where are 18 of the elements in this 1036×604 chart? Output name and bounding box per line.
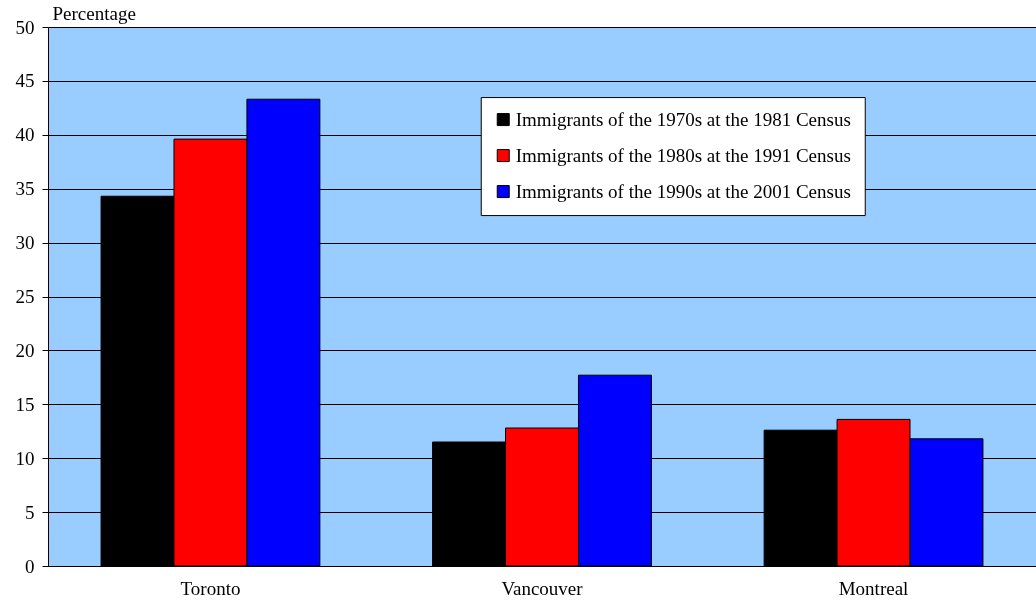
x-tick-label: Montreal [838, 577, 909, 599]
legend-label: Immigrants of the 1970s at the 1981 Census [515, 108, 851, 130]
y-tick-label: 40 [15, 124, 35, 146]
legend-label: Immigrants of the 1980s at the 1991 Census [515, 144, 851, 166]
y-tick-label: 50 [15, 16, 35, 38]
y-tick-label: 0 [25, 555, 35, 577]
y-tick-label: 25 [15, 286, 35, 307]
legend-label: Immigrants of the 1990s at the 2001 Census [515, 180, 851, 202]
y-tick-label: 5 [25, 501, 35, 523]
y-tick-label: 35 [15, 178, 35, 200]
y-tick-label: 15 [15, 393, 35, 415]
y-axis-title: Percentage [52, 2, 136, 24]
x-tick-label: Toronto [180, 577, 241, 599]
y-tick-label: 45 [15, 70, 35, 92]
x-tick-label: Vancouver [501, 577, 584, 599]
y-tick-label: 10 [15, 447, 35, 469]
y-tick-label: 20 [15, 339, 35, 361]
y-tick-label: 30 [15, 232, 35, 254]
